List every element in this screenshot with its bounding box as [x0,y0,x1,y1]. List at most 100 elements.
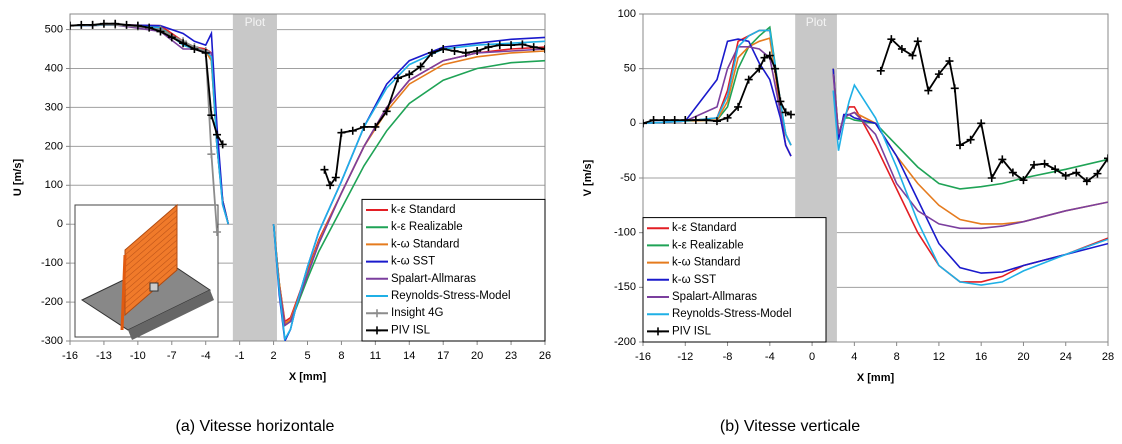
y-tick-label: 0 [630,117,636,129]
wall [124,203,178,317]
marker [734,102,743,111]
x-tick-label: -10 [130,350,146,362]
legend-label: k-ε Realizable [391,221,463,233]
legend-label: Insight 4G [391,307,443,319]
y-axis-label: U [m/s] [12,159,24,197]
marker [1008,168,1017,177]
legend-label: Reynolds-Stress-Model [391,290,511,302]
legend-label: Spalart-Allmaras [391,273,476,285]
x-tick-label: -7 [167,350,177,362]
series-group [643,25,1108,286]
x-tick-label: -8 [723,351,733,363]
marker [495,41,504,50]
marker [405,70,414,79]
legend-label: Reynolds-Stress-Model [672,308,792,320]
marker [326,181,335,190]
marker [950,84,959,93]
marker [956,141,965,150]
marker [1030,160,1039,169]
marker [1072,168,1081,177]
y-tick-label: 300 [45,101,63,113]
marker [70,21,74,30]
marker [998,155,1007,164]
legend-label: k-ω SST [391,256,435,268]
y-axis-label: V [m/s] [582,159,594,196]
marker [786,110,795,119]
wall-line [124,257,178,304]
x-tick-label: -16 [62,350,78,362]
marker [887,35,896,44]
y-tick-label: -150 [614,281,636,293]
legend-label: PIV ISL [672,325,712,337]
marker [670,116,679,125]
x-tick-label: 23 [505,350,517,362]
marker [382,107,391,116]
x-tick-label: -1 [235,350,245,362]
x-tick-label: 2 [271,350,277,362]
marker [337,128,346,137]
wall-line [124,227,178,274]
marker [320,165,329,174]
marker [145,23,154,32]
marker [416,62,425,71]
legend-label: k-ω Standard [672,257,740,269]
x-tick-label: 28 [1102,351,1114,363]
x-tick-label: 5 [304,350,310,362]
marker [122,20,131,29]
marker [913,37,922,46]
chart: -300 -200 -100 0 100 200 300 400 500 -16 -13 -10 -7 -… [12,13,551,435]
legend-label: k-ω Standard [391,238,459,250]
wall-line [124,233,178,280]
marker [649,116,658,125]
wall-line [124,251,178,298]
marker [218,140,227,149]
wall-line [124,215,178,262]
x-axis-label: X [mm] [857,372,895,384]
marker [660,116,669,125]
marker [439,45,448,54]
marker [744,75,753,84]
marker [1040,159,1049,168]
wall-line [124,209,178,256]
y-tick-label: 200 [45,140,63,152]
marker [156,27,165,36]
series-line [70,22,545,188]
marker [771,64,780,73]
marker [179,39,188,48]
marker [1019,176,1028,185]
legend-label: Spalart-Allmaras [672,291,757,303]
x-tick-label: 17 [437,350,449,362]
x-tick-label: -4 [201,350,211,362]
legend-label: k-ε Standard [391,204,456,216]
marker [461,48,470,57]
marker [331,173,340,182]
marker [77,20,86,29]
marker [111,19,120,28]
marker [723,113,732,122]
x-tick-label: 0 [809,351,815,363]
marker [393,74,402,83]
marker [213,228,222,236]
marker [897,44,906,53]
x-tick-label: -16 [635,351,651,363]
shaded-region [232,14,277,341]
x-tick-label: 8 [338,350,344,362]
marker [167,33,176,42]
x-tick-label: -13 [96,350,112,362]
marker [934,70,943,79]
marker [201,48,210,57]
y-tick-label: 50 [624,63,636,75]
legend-marker [373,326,381,335]
marker [945,57,954,66]
y-tick-label: 0 [57,218,63,230]
marker [190,45,199,54]
y-tick-label: -200 [41,296,63,308]
y-tick-label: 100 [618,8,636,20]
legend-label: k-ε Realizable [672,239,744,251]
probe [120,254,127,331]
region-label: Plot [245,15,266,29]
marker [924,86,933,95]
marker [518,40,527,49]
marker [691,116,700,125]
